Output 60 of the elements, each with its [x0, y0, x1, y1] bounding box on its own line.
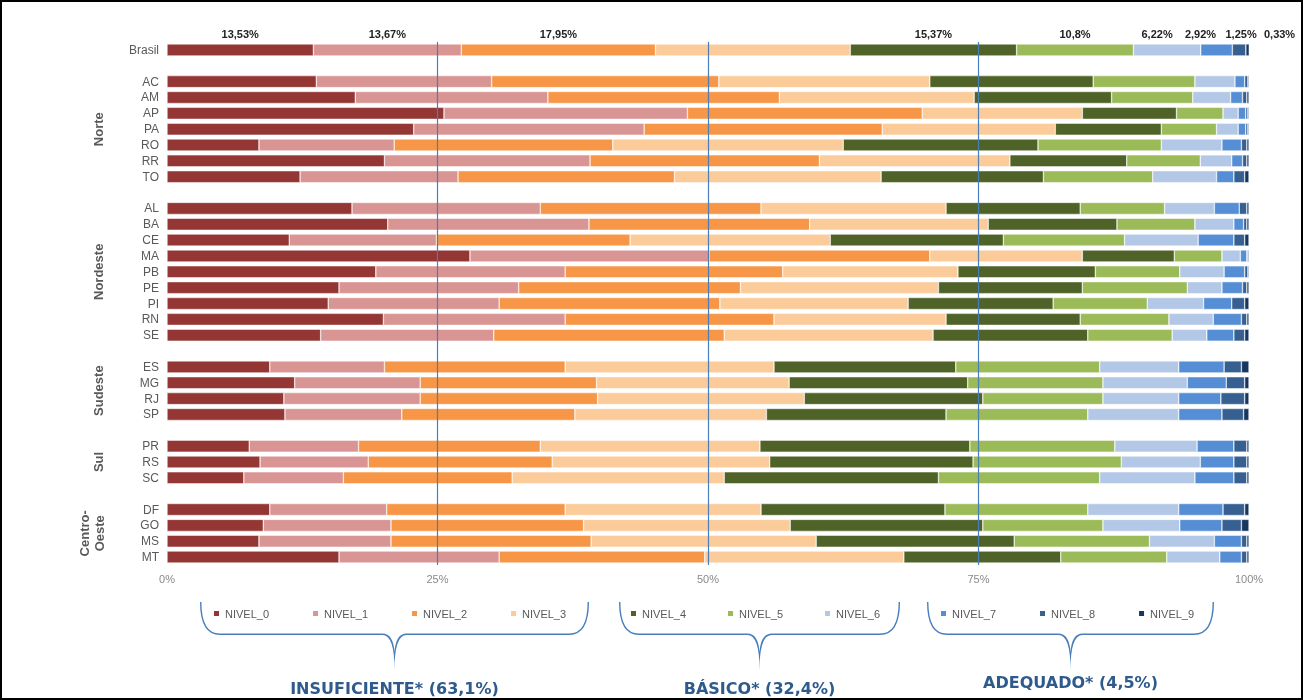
legend-label: NIVEL_1 [324, 607, 369, 620]
y-tick-label: GO [140, 518, 159, 533]
y-tick-label: SE [142, 328, 159, 343]
data-label: 13,67% [368, 28, 407, 41]
y-tick-label: DF [143, 502, 159, 517]
text: BÁSICO* (32,4%) [683, 679, 836, 698]
data-label: 10,8% [1059, 28, 1091, 41]
y-tick-label: RO [141, 138, 159, 153]
legend-label: NIVEL_8 [1051, 607, 1096, 620]
data-label: 0,33% [1263, 28, 1296, 41]
y-tick-label: ES [142, 359, 159, 374]
text: Nordeste [90, 243, 106, 300]
data-label: 15,37% [914, 28, 953, 41]
y-tick-label: PB [142, 264, 159, 279]
y-tick-label: AC [142, 74, 160, 89]
legend-label: NIVEL_2 [423, 607, 468, 620]
y-tick-label: Brasil [128, 42, 159, 57]
data-label: 1,25% [1225, 28, 1257, 41]
y-tick-label: BA [142, 217, 159, 232]
y-tick-label: CE [142, 233, 159, 248]
text: Sudeste [90, 365, 106, 416]
y-tick-label: MS [141, 534, 159, 549]
x-tick-label: 0% [159, 572, 176, 585]
legend-label: NIVEL_4 [642, 607, 687, 620]
y-tick-label: MG [139, 375, 159, 390]
y-tick-label: SC [142, 470, 160, 485]
y-tick-label: TO [142, 169, 159, 184]
y-tick-label: PR [142, 439, 160, 454]
y-tick-label: SP [142, 407, 159, 422]
legend-label: NIVEL_0 [225, 607, 270, 620]
y-tick-label: RR [141, 153, 160, 168]
text: Norte [90, 112, 106, 147]
text: Sul [90, 451, 106, 473]
text: Centro-Oeste [77, 510, 107, 557]
y-tick-label: RJ [144, 391, 159, 406]
x-tick-label: 50% [696, 572, 720, 585]
text: INSUFICIENTE* (63,1%) [290, 679, 499, 698]
data-label: 2,92% [1184, 28, 1217, 41]
y-tick-label: RS [142, 454, 159, 469]
y-tick-label: AM [141, 90, 159, 105]
x-tick-label: 100% [1234, 572, 1264, 585]
y-tick-label: PA [143, 122, 159, 137]
x-tick-label: 25% [426, 572, 449, 585]
legend-label: NIVEL_5 [739, 607, 784, 620]
legend-label: NIVEL_9 [1150, 607, 1195, 620]
data-label: 6,22% [1141, 28, 1173, 41]
y-tick-label: MT [141, 550, 160, 565]
y-tick-label: PI [147, 296, 159, 311]
legend-label: NIVEL_7 [952, 607, 997, 620]
x-tick-label: 75% [967, 572, 990, 585]
y-tick-label: PE [142, 280, 159, 295]
legend-label: NIVEL_6 [836, 607, 881, 620]
y-tick-label: RN [141, 312, 159, 327]
data-label: 17,95% [539, 28, 578, 41]
data-label: 13,53% [221, 28, 260, 41]
legend-label: NIVEL_3 [522, 607, 567, 620]
text: ADEQUADO* (4,5%) [983, 673, 1158, 692]
y-tick-label: AP [142, 106, 159, 121]
y-tick-label: AL [144, 201, 160, 216]
y-tick-label: MA [141, 248, 159, 263]
